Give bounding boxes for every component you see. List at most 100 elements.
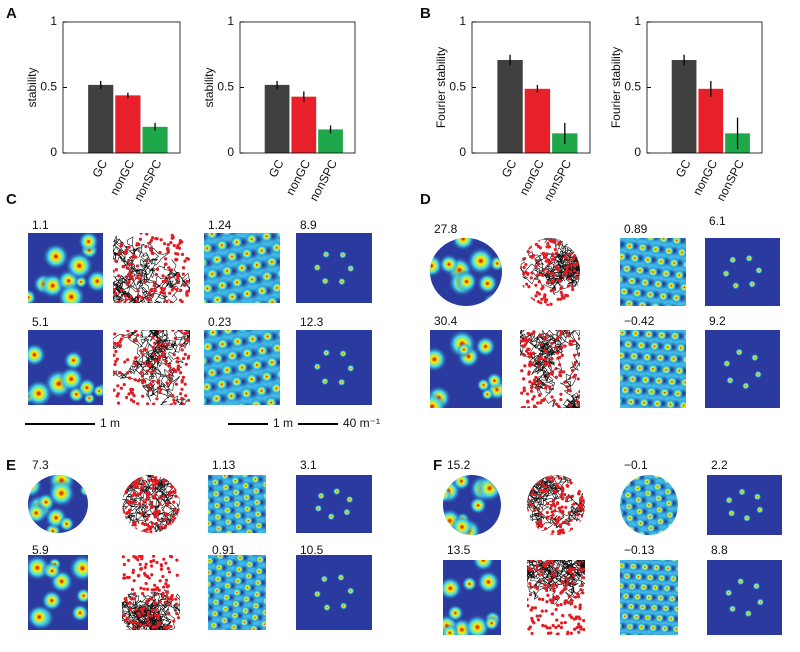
spike [558, 279, 562, 283]
field [644, 409, 655, 420]
field [266, 549, 276, 559]
spike [116, 342, 120, 346]
trough [679, 492, 688, 501]
trough [212, 407, 223, 418]
spike [570, 368, 575, 372]
spike [141, 611, 145, 615]
field [323, 603, 332, 612]
field [736, 577, 745, 586]
field [430, 392, 447, 408]
field [339, 349, 348, 358]
field [75, 587, 88, 604]
spike [539, 518, 543, 523]
spike [527, 516, 529, 520]
spike [561, 532, 565, 535]
field [237, 641, 247, 651]
spike [536, 244, 541, 248]
field [261, 596, 266, 606]
bar [115, 95, 141, 153]
map-value: 0.91 [212, 543, 236, 557]
spike [550, 510, 554, 514]
field [636, 622, 647, 633]
spike [169, 380, 173, 384]
spike [531, 529, 536, 533]
spike [559, 332, 563, 336]
spike [179, 330, 183, 333]
spike [549, 302, 553, 306]
spike [554, 366, 558, 371]
spike [124, 298, 128, 302]
spike [542, 489, 546, 493]
spike [560, 590, 564, 594]
spike [557, 532, 561, 535]
field [620, 560, 627, 571]
field [189, 467, 199, 477]
trough [279, 580, 288, 589]
field [215, 158, 228, 171]
field [221, 592, 232, 603]
y-tick-label: 0 [50, 145, 57, 159]
trough [234, 453, 243, 462]
trough [195, 608, 204, 617]
spike [157, 518, 161, 522]
spike [142, 481, 146, 486]
spike [577, 353, 580, 357]
y-axis-label: Fourier stability [609, 47, 623, 128]
field [642, 632, 651, 635]
field [689, 555, 699, 565]
field [571, 313, 582, 324]
field [271, 603, 281, 613]
field [270, 473, 280, 483]
trough [605, 446, 614, 455]
field [647, 363, 659, 375]
field [194, 561, 204, 571]
trough [672, 533, 678, 535]
spike [536, 273, 540, 277]
field [213, 574, 223, 585]
field [238, 301, 247, 303]
trough [693, 272, 703, 282]
field [577, 549, 587, 559]
spike [155, 513, 159, 517]
panel-letter: D [420, 191, 431, 208]
spike [555, 351, 560, 355]
trough [672, 634, 677, 635]
field [246, 313, 259, 326]
spike [553, 509, 557, 513]
y-tick-label: 0 [227, 145, 234, 159]
field [264, 527, 266, 533]
field [254, 425, 267, 438]
spike [116, 401, 121, 405]
spike [530, 487, 535, 491]
spike [545, 510, 549, 515]
map-value: 15.2 [447, 458, 471, 472]
spike [554, 607, 558, 612]
spike [155, 510, 159, 514]
field [687, 366, 698, 377]
field [262, 584, 266, 595]
field [250, 218, 263, 231]
y-tick-label: 0.5 [624, 80, 641, 94]
field [222, 505, 233, 516]
trough [678, 481, 687, 490]
spike [154, 592, 158, 597]
field [214, 562, 224, 573]
field [249, 439, 262, 452]
spike [576, 377, 580, 381]
trough [610, 515, 619, 524]
spike [578, 402, 580, 406]
spike [560, 489, 565, 493]
spike [146, 617, 150, 622]
spike [175, 287, 179, 292]
spike [564, 505, 568, 510]
spike [538, 511, 543, 515]
spike [552, 257, 557, 261]
spike [154, 359, 158, 363]
trough [273, 638, 282, 647]
spike [541, 273, 545, 277]
spike [132, 484, 137, 489]
spike [566, 601, 571, 605]
field [276, 542, 286, 552]
field [593, 580, 603, 590]
field [685, 585, 695, 595]
